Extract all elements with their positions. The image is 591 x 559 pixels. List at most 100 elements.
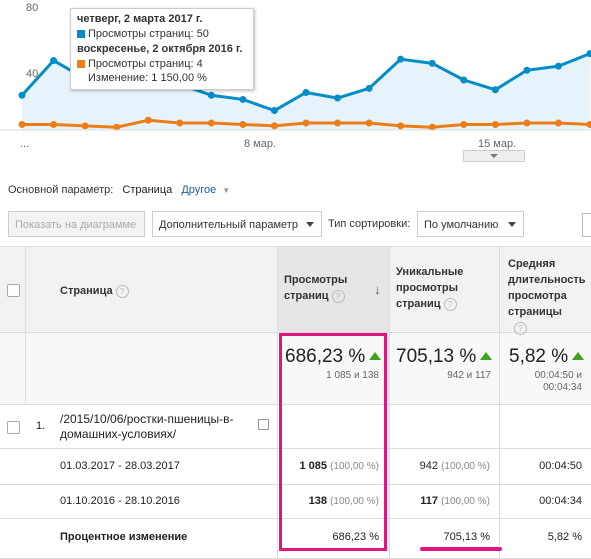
chart-range-handle[interactable] [463,150,525,162]
sort-type-select[interactable]: По умолчанию [417,211,524,237]
data-point-series-1[interactable] [586,50,591,58]
data-point-series-1[interactable] [239,95,247,103]
column-header-unique-pageviews[interactable]: Уникальные просмотры страниц ? [396,264,463,312]
data-point-series-1[interactable] [523,66,531,74]
tooltip-value-previous: Просмотры страниц: 4 [88,58,203,70]
dimension-value[interactable]: Страница [122,184,173,196]
data-point-series-1[interactable] [302,89,310,96]
row-index: 1. [36,420,46,432]
data-point-series-1[interactable] [270,107,278,115]
column-header-page-label: Страница [60,285,113,297]
data-point-series-1[interactable] [428,59,436,67]
data-point-series-2[interactable] [81,122,89,130]
data-point-series-1[interactable] [554,62,562,70]
up-arrow-icon [369,352,382,360]
percent-change-label: Процентное изменение [60,531,188,543]
help-icon[interactable]: ? [331,289,345,303]
column-header-avg-label: длительность [508,274,586,286]
show-on-chart-button[interactable]: Показать на диаграмме [8,211,145,237]
column-header-pageviews[interactable]: Просмотры страниц ? [284,272,347,304]
chart-tooltip: четверг, 2 марта 2017 г. Просмотры стран… [70,8,254,90]
data-point-series-2[interactable] [491,120,499,128]
tooltip-row-previous: Просмотры страниц: 4 [77,58,203,70]
column-header-page[interactable]: Страница ? [60,283,129,299]
data-point-series-1[interactable] [207,91,215,99]
column-header-avg-time[interactable]: Средняя длительность просмотра страницы … [508,256,585,336]
data-point-series-2[interactable] [239,120,247,128]
chevron-down-icon [508,222,516,227]
sorted-column-header-bg [277,246,389,332]
data-point-series-2[interactable] [207,119,215,127]
data-point-series-1[interactable] [50,57,58,65]
sort-type-label: Тип сортировки: [328,218,411,230]
data-table: Страница ? Просмотры страниц ? ↓ Уникаль… [0,246,591,559]
secondary-dimension-select[interactable]: Дополнительный параметр [152,211,322,237]
data-point-series-1[interactable] [491,86,499,94]
sort-desc-arrow-icon[interactable]: ↓ [374,282,381,297]
data-point-series-2[interactable] [176,119,184,127]
data-point-series-1[interactable] [18,91,26,99]
x-tick-label: 8 мар. [244,138,277,150]
data-point-series-2[interactable] [144,116,152,124]
x-tick-label: ... [20,138,30,150]
data-point-series-1[interactable] [365,84,373,92]
legend-swatch-blue [77,30,85,39]
period-1-label: 01.03.2017 - 28.03.2017 [60,460,180,472]
data-point-series-2[interactable] [523,119,531,127]
search-input[interactable] [582,213,591,237]
percent-change-unique: 705,13 % [443,531,490,543]
data-point-series-2[interactable] [18,120,26,128]
y-tick-label: 80 [26,2,39,14]
secondary-dimension-label: Дополнительный параметр [159,219,298,231]
data-point-series-2[interactable] [270,122,278,130]
total-avg-change: 5,82 % [509,346,585,368]
dimension-label: Основной параметр: [8,184,114,196]
data-point-series-2[interactable] [428,123,436,131]
data-point-series-1[interactable] [397,55,405,63]
tooltip-value-current: Просмотры страниц: 50 [88,28,209,40]
total-unique-values: 942 и 117 [447,370,491,381]
period-2-label: 01.10.2016 - 28.10.2016 [60,495,180,507]
legend-swatch-orange [77,60,85,69]
help-icon[interactable]: ? [514,321,527,335]
period-2-pageviews: 138 (100,00 %) [308,495,379,507]
help-icon[interactable]: ? [443,297,457,311]
y-tick-label: 40 [26,68,39,80]
primary-dimension-bar: Основной параметр: Страница Другое ▼ [8,184,236,196]
percent-change-avg: 5,82 % [547,531,582,543]
data-point-series-2[interactable] [113,123,121,131]
data-point-series-2[interactable] [334,119,342,127]
period-1-pageviews: 1 085 (100,00 %) [299,460,379,472]
sort-type-value: По умолчанию [424,219,499,231]
data-point-series-2[interactable] [302,119,310,127]
total-avg-values-1: 00:04:50 и [534,370,582,381]
total-pageviews-values: 1 085 и 138 [326,370,379,381]
column-header-avg-label: Средняя [508,258,556,270]
page-path-link[interactable]: /2015/10/06/ростки-пшеницы-в- домашних-у… [60,412,234,442]
total-unique-change: 705,13 % [396,346,493,368]
data-point-series-1[interactable] [460,76,468,84]
tooltip-date-previous: воскресенье, 2 октября 2016 г. [77,43,243,55]
tooltip-date-current: четверг, 2 марта 2017 г. [77,13,203,25]
data-point-series-2[interactable] [50,120,58,128]
data-point-series-2[interactable] [586,120,591,128]
data-point-series-2[interactable] [365,119,373,127]
totals-row-bg [0,332,591,404]
period-2-unique: 117 (100,00 %) [420,495,490,507]
open-external-icon[interactable] [258,419,269,430]
period-2-avg: 00:04:34 [539,495,582,507]
data-point-series-1[interactable] [334,94,342,102]
column-header-avg-label: страницы [508,306,562,318]
data-point-series-2[interactable] [397,122,405,130]
help-icon[interactable]: ? [115,284,129,298]
data-point-series-2[interactable] [554,119,562,127]
tooltip-change: Изменение: 1 150,00 % [88,72,207,84]
select-all-checkbox[interactable] [7,284,20,297]
column-header-avg-label: просмотра [508,290,567,302]
data-point-series-2[interactable] [460,120,468,128]
row-checkbox[interactable] [7,421,20,434]
page-path-line: домашних-условиях/ [60,427,177,441]
column-header-unique-label: Уникальные [396,266,464,278]
other-dimension-link[interactable]: Другое [181,184,217,196]
chevron-down-icon: ▼ [222,186,231,195]
